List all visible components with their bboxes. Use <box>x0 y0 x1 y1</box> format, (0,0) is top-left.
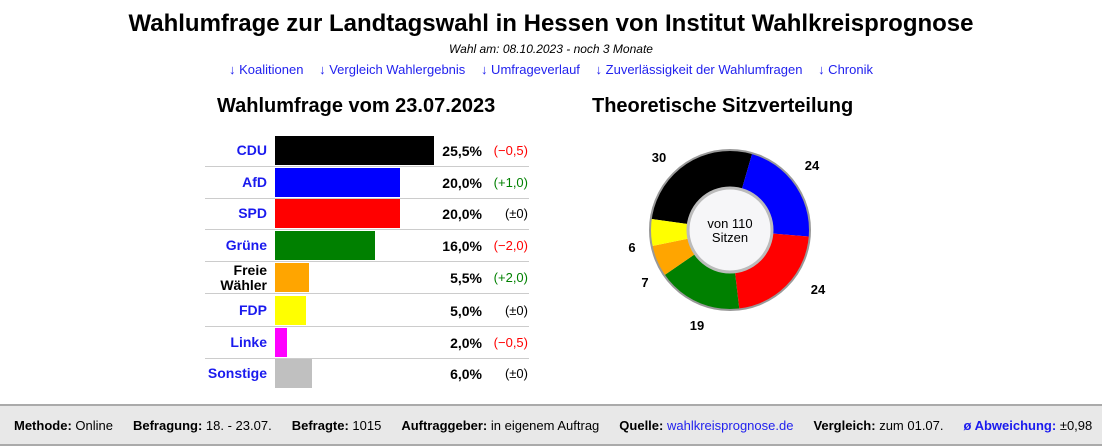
change-label: (+2,0) <box>493 270 528 285</box>
party-name[interactable]: AfD <box>242 174 267 190</box>
footer-value: 18. - 23.07. <box>205 417 272 433</box>
seat-label: 24 <box>811 282 826 297</box>
footer-label: Quelle: <box>619 417 667 433</box>
change-label: (+1,0) <box>493 175 528 190</box>
bar <box>275 199 400 228</box>
footer-label: Auftraggeber: <box>401 417 491 433</box>
footer-item: ø Abweichung: ±0,98 <box>964 418 1093 433</box>
bar <box>275 359 313 388</box>
bar-row: SPD 20,0% (±0) <box>205 198 529 230</box>
footer-item: Befragung: 18. - 23.07. <box>133 418 272 433</box>
outer-ring <box>649 149 811 311</box>
footer-value[interactable]: wahlkreisprognose.de <box>666 417 794 433</box>
footer-item: Vergleich: zum 01.07. <box>813 418 943 433</box>
footer-value: in eigenem Auftrag <box>490 417 600 433</box>
party-name[interactable]: Grüne <box>225 237 267 253</box>
footer-value: ±0,98 <box>1059 417 1093 433</box>
change-label: (±0) <box>504 366 528 381</box>
party-name[interactable]: CDU <box>236 142 267 158</box>
seat-label: 24 <box>805 158 820 173</box>
party-name[interactable]: Sonstige <box>207 365 267 381</box>
slice-fdp <box>650 218 689 247</box>
poll-title: Wahlumfrage vom 23.07.2023 <box>217 95 496 117</box>
party-name[interactable]: Linke <box>230 334 267 350</box>
footer-value: 1015 <box>352 417 382 433</box>
footer-item: Methode: Online <box>14 418 113 433</box>
link-chronik[interactable]: ↓ Chronik <box>818 62 873 77</box>
bar-row: Grüne 16,0% (−2,0) <box>205 230 529 262</box>
footer-value: zum 01.07. <box>879 417 944 433</box>
bar-row: CDU 25,5% (−0,5) <box>205 135 529 167</box>
value-label: 20,0% <box>442 206 482 222</box>
footer-item: Auftraggeber: in eigenem Auftrag <box>401 418 599 433</box>
center-text: von 110 <box>707 216 752 231</box>
value-label: 5,0% <box>450 303 482 319</box>
value-label: 20,0% <box>442 175 482 191</box>
link-koalitionen[interactable]: ↓ Koalitionen <box>229 62 304 77</box>
footer-label[interactable]: ø Abweichung: <box>963 417 1060 433</box>
slice-cdu <box>650 150 753 225</box>
party-name: Freie Wähler <box>220 261 267 293</box>
page-title: Wahlumfrage zur Landtagswahl in Hessen v… <box>128 10 974 37</box>
seat-label: 6 <box>628 240 635 255</box>
value-label: 2,0% <box>450 335 482 351</box>
slice-spd <box>734 233 810 310</box>
bar <box>275 296 307 325</box>
bar <box>275 328 288 357</box>
bar-row: FDP 5,0% (±0) <box>205 295 529 327</box>
seats-title: Theoretische Sitzverteilung <box>592 95 854 117</box>
footer-item: Quelle: wahlkreisprognose.de <box>619 418 793 433</box>
change-label: (−2,0) <box>493 238 528 253</box>
footer-label: Befragte: <box>291 417 353 433</box>
bar-row: AfD 20,0% (+1,0) <box>205 167 529 199</box>
value-label: 5,5% <box>450 270 482 286</box>
value-label: 16,0% <box>442 238 482 254</box>
value-label: 25,5% <box>442 143 482 159</box>
footer-meta: Methode: Online Befragung: 18. - 23.07. Be… <box>0 404 1102 446</box>
donut-center <box>686 186 774 274</box>
link-umfrageverlauf[interactable]: ↓ Umfrageverlauf <box>480 62 580 77</box>
seat-label: 7 <box>641 275 648 290</box>
bar-row: Linke 2,0% (−0,5) <box>205 327 529 359</box>
value-label: 6,0% <box>450 366 482 382</box>
slice-afd <box>741 153 810 237</box>
seat-label: 30 <box>652 150 666 165</box>
party-name[interactable]: SPD <box>238 205 267 221</box>
footer-label: Methode: <box>14 417 76 433</box>
center-text: Sitzen <box>712 230 748 245</box>
change-label: (±0) <box>504 206 528 221</box>
bar <box>275 168 400 197</box>
footer-label: Befragung: <box>132 417 206 433</box>
seat-label: 19 <box>690 318 704 333</box>
election-date: Wahl am: 08.10.2023 - noch 3 Monate <box>449 42 653 56</box>
bar <box>275 136 434 165</box>
bar <box>275 231 375 260</box>
slice-grüne <box>664 253 740 310</box>
bar-row: Freie Wähler 5,5% (+2,0) <box>205 262 529 294</box>
link-zuverlaessigkeit[interactable]: ↓ Zuverlässigkeit der Wahlumfragen <box>595 62 803 77</box>
footer-value: Online <box>75 417 113 433</box>
anchor-links: ↓ Koalitionen ↓ Vergleich Wahlergebnis ↓… <box>0 62 1102 77</box>
slice-freie-wähler <box>651 238 696 276</box>
bar <box>275 263 310 292</box>
link-vergleich[interactable]: ↓ Vergleich Wahlergebnis <box>319 62 466 77</box>
change-label: (−0,5) <box>493 143 528 158</box>
footer-label: Vergleich: <box>813 417 880 433</box>
bar-row: Sonstige 6,0% (±0) <box>205 358 529 389</box>
footer-item: Befragte: 1015 <box>292 418 382 433</box>
change-label: (±0) <box>504 303 528 318</box>
party-name[interactable]: FDP <box>239 302 267 318</box>
change-label: (−0,5) <box>493 335 528 350</box>
